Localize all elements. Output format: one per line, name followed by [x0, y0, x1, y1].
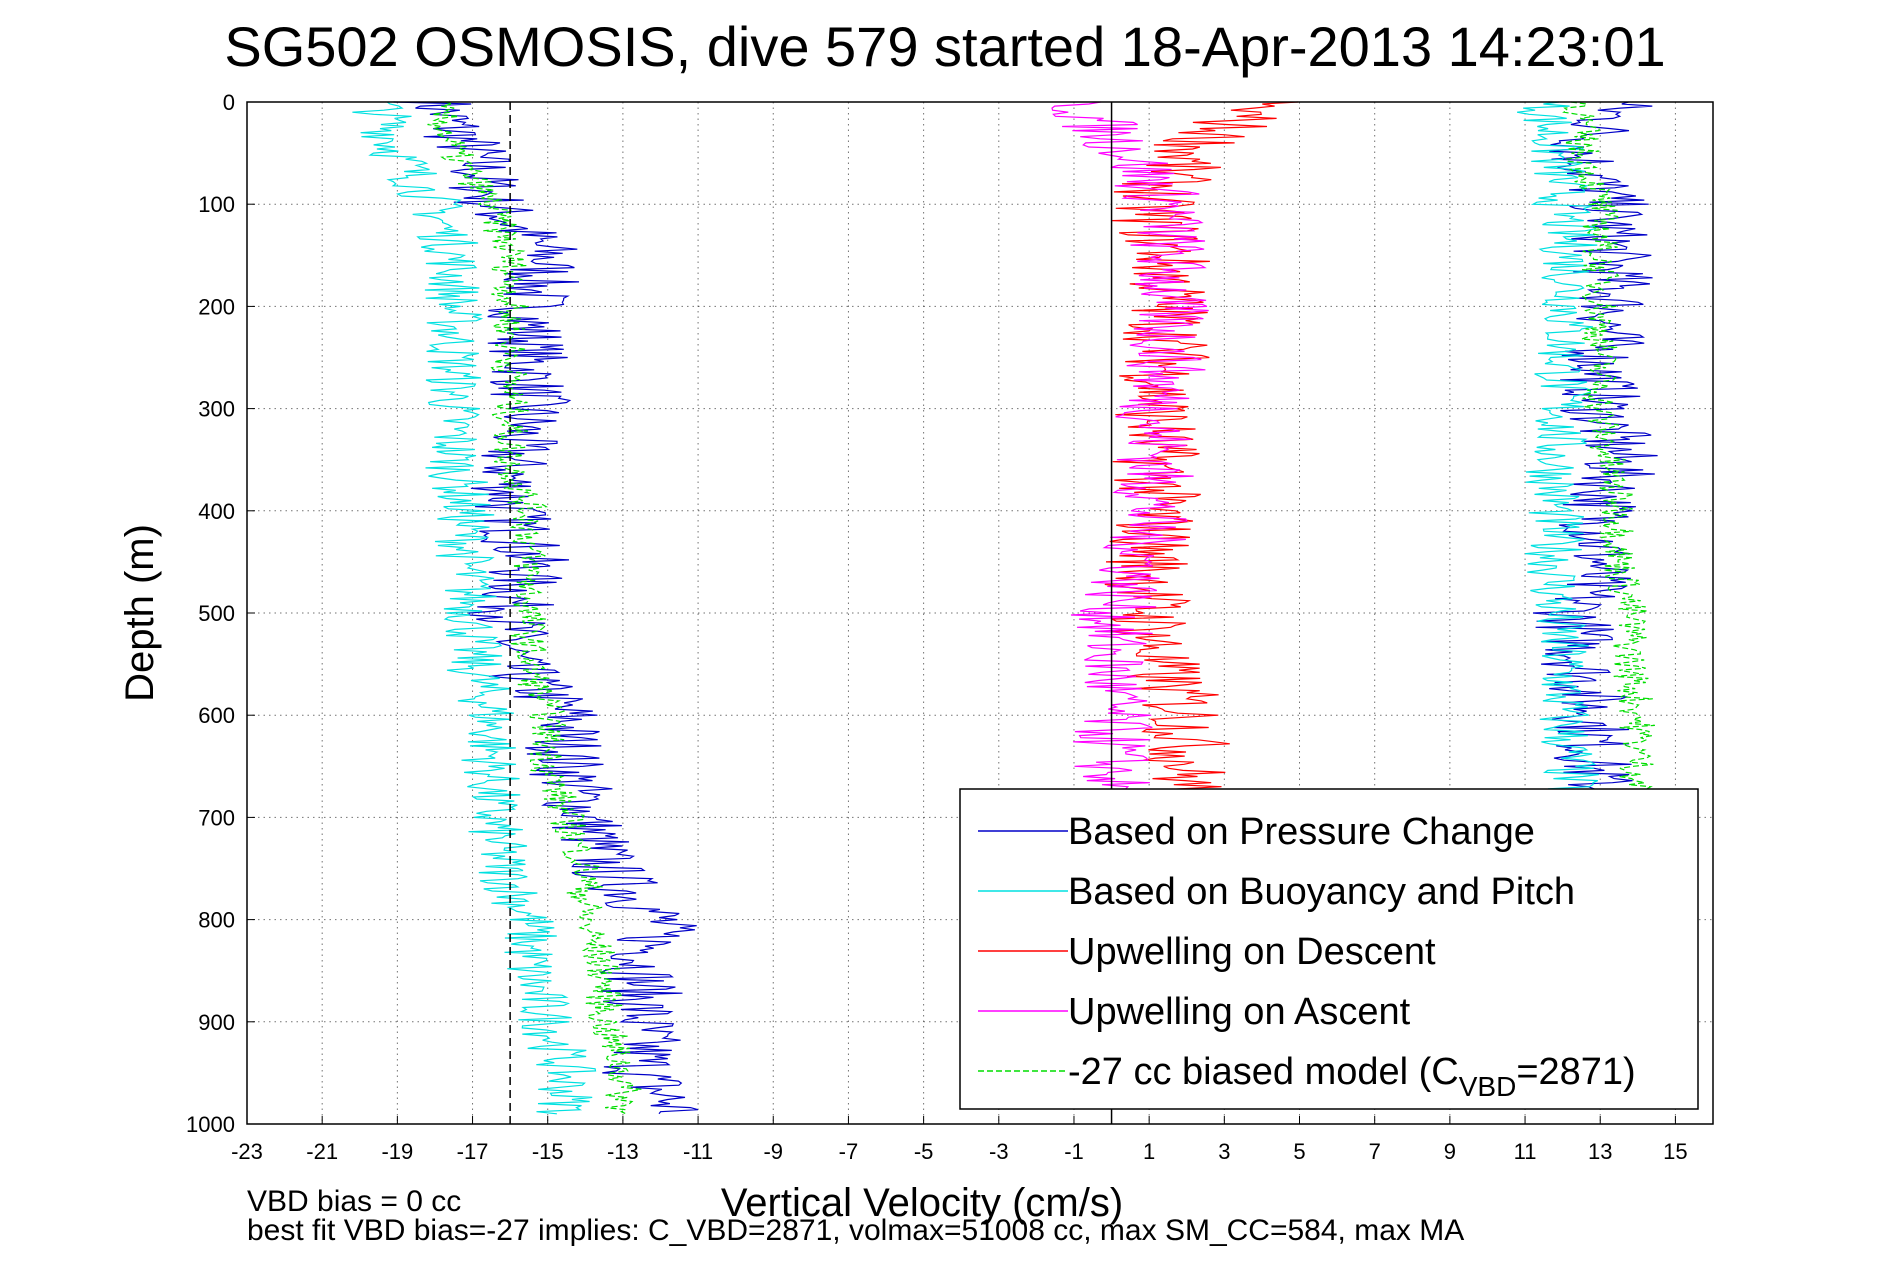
series-4: [1051, 101, 1209, 798]
x-tick-label: -21: [306, 1139, 338, 1164]
series-line-1-descent: [393, 101, 699, 1115]
x-tick-label: -13: [607, 1139, 639, 1164]
x-tick-label: -15: [532, 1139, 564, 1164]
legend-label: Upwelling on Ascent: [1068, 991, 1411, 1033]
legend-item: Based on Buoyancy and Pitch: [978, 871, 1575, 913]
legend: Based on Pressure Change Based on Buoyanc…: [959, 788, 1699, 1110]
x-tick-label: -1: [1064, 1139, 1084, 1164]
legend-item: Upwelling on Ascent: [978, 991, 1411, 1033]
chart-title: SG502 OSMOSIS, dive 579 started 18-Apr-2…: [224, 15, 1665, 78]
x-tick-label: 1: [1143, 1139, 1155, 1164]
x-tick-label: 5: [1293, 1139, 1305, 1164]
y-tick-label: 900: [198, 1010, 235, 1035]
series-5: [427, 101, 1655, 1115]
footer-best-fit: best fit VBD bias=-27 implies: C_VBD=287…: [247, 1214, 1464, 1247]
x-tick-label: -9: [763, 1139, 783, 1164]
legend-label: Based on Pressure Change: [1068, 811, 1535, 853]
y-tick-label: 400: [198, 499, 235, 524]
y-tick-label: 1000: [186, 1112, 235, 1137]
legend-item: -27 cc biased model (CVBD=2871): [978, 1051, 1636, 1102]
y-tick-label: 700: [198, 805, 235, 830]
x-tick-label: -17: [457, 1139, 489, 1164]
x-axis-label: Vertical Velocity (cm/s): [721, 1181, 1123, 1225]
footer-vbd-bias: VBD bias = 0 cc: [247, 1185, 461, 1218]
series-line-2-descent: [352, 101, 597, 1115]
y-axis-label: Depth (m): [118, 524, 162, 702]
legend-box: [959, 788, 1699, 1110]
series-line-5-descent: [427, 101, 642, 1115]
y-tick-label: 0: [223, 90, 235, 115]
legend-item: Upwelling on Descent: [978, 931, 1436, 973]
legend-label: -27 cc biased model (CVBD=2871): [1068, 1051, 1636, 1102]
x-tick-label: 13: [1588, 1139, 1612, 1164]
x-tick-label: 9: [1444, 1139, 1456, 1164]
legend-item: Based on Pressure Change: [978, 811, 1535, 853]
series-line-2-ascent: [1516, 101, 1600, 798]
series-line-4-profile: [1051, 101, 1209, 798]
x-tick-label: -11: [683, 1139, 713, 1164]
x-tick-label: 7: [1369, 1139, 1381, 1164]
y-tick-label: 800: [198, 908, 235, 933]
x-tick-label: -23: [231, 1139, 263, 1164]
x-tick-label: 3: [1218, 1139, 1230, 1164]
y-tick-label: 200: [198, 294, 235, 319]
y-tick-label: 300: [198, 397, 235, 422]
legend-label: Upwelling on Descent: [1068, 931, 1436, 973]
x-tick-label: 11: [1514, 1139, 1537, 1164]
y-tick-label: 600: [198, 703, 235, 728]
series-line-5-ascent: [1562, 101, 1655, 798]
series-line-3-profile: [1104, 101, 1299, 798]
series-2: [352, 101, 1600, 1115]
y-tick-label: 100: [198, 192, 235, 217]
x-tick-label: -3: [989, 1139, 1009, 1164]
x-tick-label: -5: [914, 1139, 934, 1164]
y-tick-label: 500: [198, 601, 235, 626]
x-tick-label: -19: [381, 1139, 413, 1164]
legend-label: Based on Buoyancy and Pitch: [1068, 871, 1575, 913]
series-3: [1104, 101, 1299, 798]
x-tick-label: 15: [1663, 1139, 1687, 1164]
x-tick-label: -7: [839, 1139, 859, 1164]
